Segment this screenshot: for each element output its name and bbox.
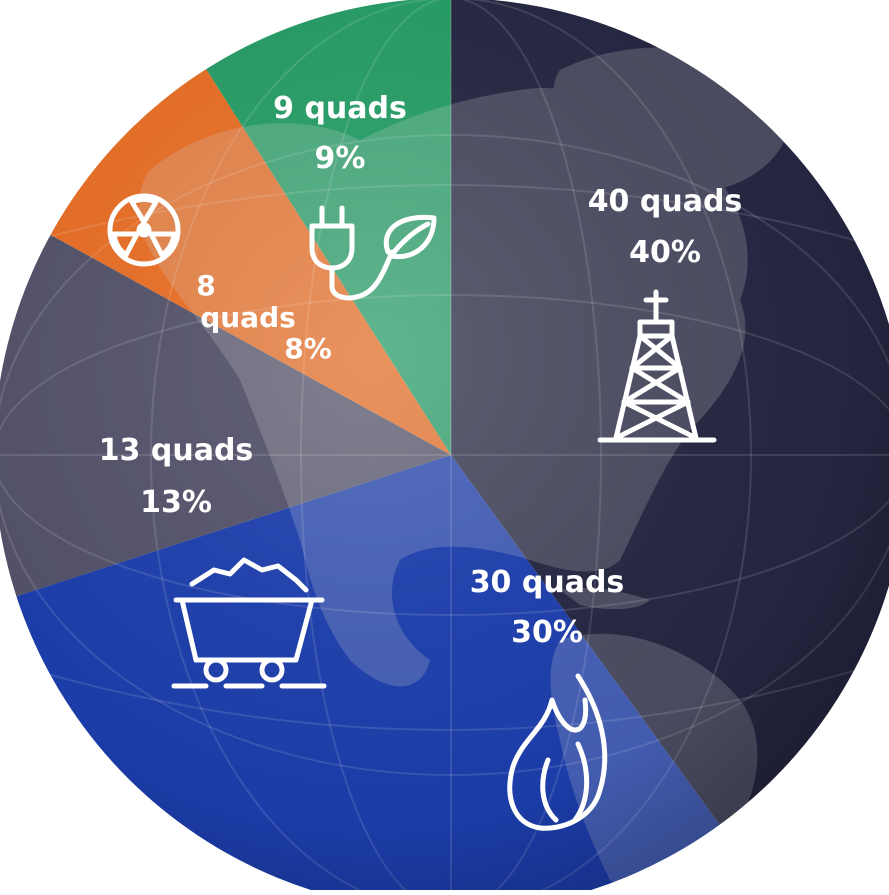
coal-percent-label: 13% — [140, 485, 212, 520]
nuclear-percent-label: 8% — [284, 332, 332, 365]
oil-derrick-icon — [597, 289, 717, 443]
oil-percent-label: 40% — [629, 235, 701, 270]
nuclear-value-label-line2: quads — [200, 301, 296, 334]
coal-cart-icon — [171, 557, 327, 689]
renewable-percent-label: 9% — [315, 141, 366, 176]
plug-leaf-icon — [309, 205, 437, 301]
radiation-icon — [107, 193, 181, 267]
renewable-value-label: 9 quads — [273, 91, 407, 126]
coal-value-label: 13 quads — [99, 433, 254, 468]
gas-value-label: 30 quads — [470, 565, 625, 600]
gas-percent-label: 30% — [511, 615, 583, 650]
nuclear-value-label-line1: 8 — [196, 269, 215, 302]
flame-icon — [507, 673, 608, 831]
slice-labels: 40 quads 40% 30 quads 30% 13 quads 13% 8… — [99, 91, 743, 650]
oil-value-label: 40 quads — [588, 184, 743, 219]
